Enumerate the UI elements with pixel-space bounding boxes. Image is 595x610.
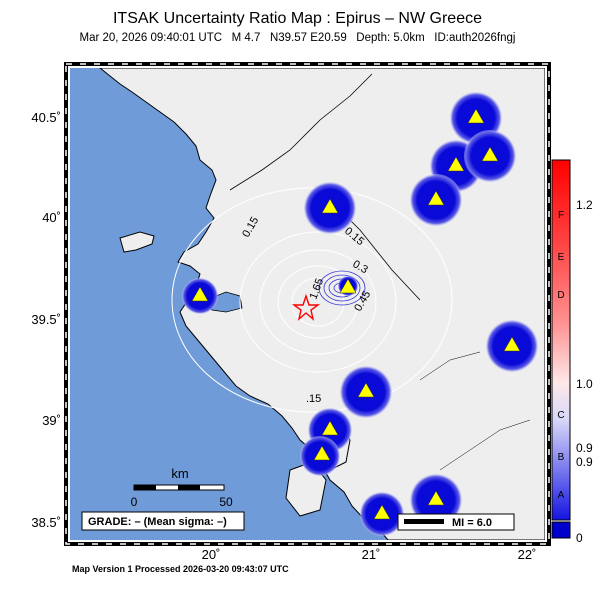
scale-start: 0 [131, 495, 138, 509]
colorbar-letter: D [557, 290, 564, 301]
colorbar-value: 0.9 [576, 455, 593, 469]
lat-tick: 39.5˚ [31, 312, 61, 327]
mi-legend-text: MI = 6.0 [452, 517, 492, 529]
colorbar-value: 0.9 [576, 441, 593, 455]
processing-footer: Map Version 1 Processed 2026-03-20 09:43… [72, 564, 289, 574]
contours [171, 187, 453, 413]
colorbar-letter: A [558, 490, 565, 501]
lat-tick: 38.5˚ [31, 515, 61, 530]
colorbar-letter: F [558, 210, 564, 221]
mi-legend [397, 513, 515, 531]
contour-label: .15 [306, 393, 321, 405]
colorbar-letter: C [557, 410, 564, 421]
map-subtitle: Mar 20, 2026 09:40:01 UTC M 4.7 N39.57 E… [79, 32, 516, 44]
epicenter-star-icon [291, 293, 321, 321]
map-canvas: 0.15 0.15 0.3 1.65 0.45 .15 km 0 50 GRAD… [70, 68, 545, 540]
scale-unit: km [171, 466, 188, 481]
colorbar-value: 0 [576, 531, 583, 545]
lon-tick: 20˚ [202, 547, 221, 562]
lon-tick: 22˚ [518, 547, 537, 562]
lat-tick: 40˚ [42, 210, 61, 225]
river [419, 351, 531, 471]
grade-text: GRADE: – (Mean sigma: –) [88, 516, 227, 528]
map-title: ITSAK Uncertainty Ratio Map : Epirus – N… [112, 10, 482, 27]
colorbar-value: 1.2 [576, 198, 593, 212]
colorbar-letter: E [558, 252, 565, 263]
lon-tick: 21˚ [362, 547, 381, 562]
lat-tick: 40.5˚ [31, 110, 61, 125]
colorbar-letter: B [558, 452, 565, 463]
station-markers [191, 108, 521, 520]
grade-box [81, 511, 245, 531]
colorbar-value: 1.0 [576, 377, 593, 391]
scale-end: 50 [219, 495, 233, 509]
map-frame-ticks [65, 63, 550, 545]
scale-bar: km 0 50 [131, 466, 233, 509]
colorbar: F E D C B A 1.2 1.0 0.9 0.9 0 [551, 159, 593, 545]
lat-tick: 39˚ [42, 413, 61, 428]
island-corfu [119, 231, 155, 253]
